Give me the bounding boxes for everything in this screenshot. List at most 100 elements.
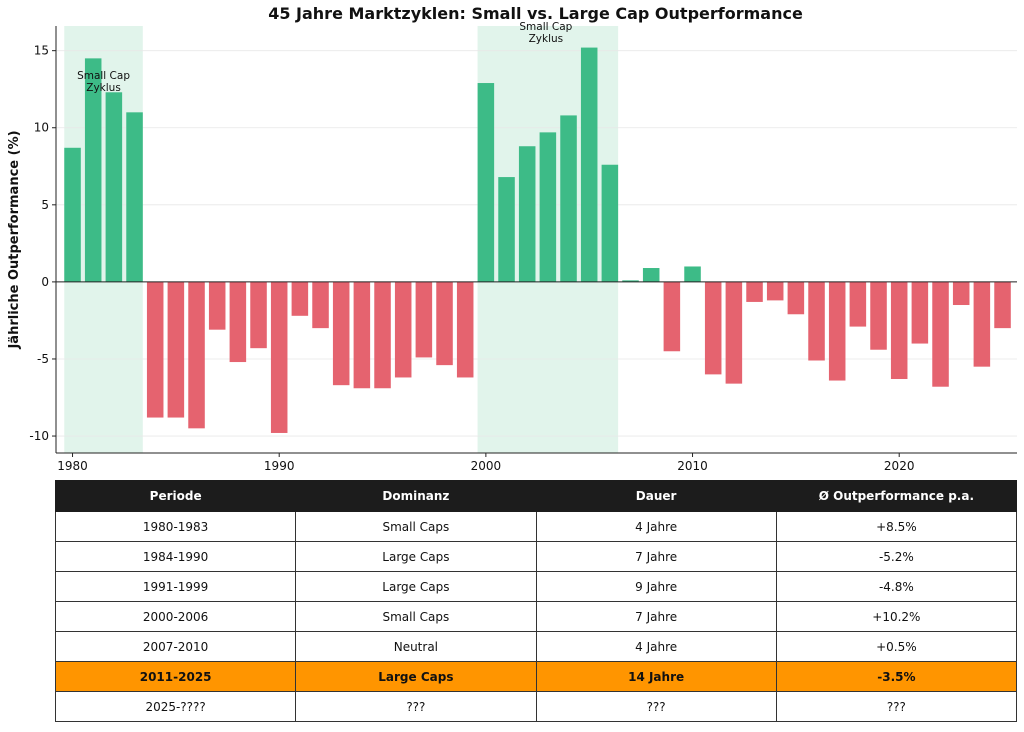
- cell-periode: 2000-2006: [54, 601, 297, 632]
- bar-chart: -10 -5 0 5 10 15 1980 1990 2000 2010 2020 Jährliche…: [7, 21, 1017, 473]
- header-dauer: Dauer: [535, 480, 777, 512]
- bar: [849, 281, 867, 327]
- bar: [374, 281, 391, 389]
- cell-dominanz: ???: [295, 691, 537, 722]
- cell-dominanz: Large Caps: [295, 541, 537, 572]
- cell-outperformance: -4.8%: [775, 571, 1018, 602]
- bar: [580, 47, 598, 282]
- bar: [890, 281, 908, 380]
- x-tick-label: 1980: [57, 459, 88, 473]
- bar: [663, 281, 681, 352]
- bar: [911, 281, 929, 344]
- y-tick-label: 10: [34, 121, 49, 135]
- bar: [642, 268, 660, 282]
- bar: [518, 146, 536, 282]
- bar: [746, 281, 763, 302]
- bar: [332, 281, 350, 386]
- bar: [250, 281, 267, 349]
- bar: [229, 281, 247, 363]
- cycle-label: Small Cap: [77, 70, 130, 82]
- cell-dauer: 7 Jahre: [535, 541, 777, 572]
- cell-periode: 2007-2010: [54, 631, 297, 662]
- table-row: 1980-1983 Small Caps 4 Jahre +8.5%: [54, 511, 1018, 542]
- x-tick-label: 2000: [471, 459, 502, 473]
- bar: [725, 281, 743, 384]
- x-tick-label: 2010: [677, 459, 708, 473]
- bar: [498, 177, 515, 282]
- bar: [291, 281, 309, 316]
- cycle-label: Zyklus: [529, 33, 564, 45]
- bar: [167, 281, 185, 418]
- cycle-table: Periode Dominanz Dauer Ø Outperformance …: [54, 480, 1018, 722]
- bar: [601, 164, 619, 282]
- bar: [436, 281, 453, 366]
- bar: [270, 281, 288, 433]
- bar: [312, 281, 329, 329]
- bar: [146, 281, 164, 418]
- header-periode: Periode: [54, 480, 297, 512]
- y-tick-label: -5: [37, 352, 49, 366]
- header-dominanz: Dominanz: [295, 480, 537, 512]
- bar: [560, 115, 577, 282]
- cell-outperformance: +8.5%: [775, 511, 1018, 542]
- cell-dauer: 4 Jahre: [535, 631, 777, 662]
- cell-dauer: ???: [535, 691, 777, 722]
- cell-outperformance: ???: [775, 691, 1018, 722]
- bar: [353, 281, 371, 389]
- bar: [394, 281, 412, 378]
- bar: [64, 147, 81, 282]
- bar: [456, 281, 474, 378]
- bar: [188, 281, 205, 429]
- y-axis-label: Jährliche Outperformance (%): [7, 130, 22, 349]
- table-row: 1984-1990 Large Caps 7 Jahre -5.2%: [54, 541, 1018, 572]
- cell-periode: 2025-????: [54, 691, 297, 722]
- table-row: 2007-2010 Neutral 4 Jahre +0.5%: [54, 631, 1018, 662]
- cell-dominanz: Large Caps: [295, 661, 537, 692]
- bar: [766, 281, 784, 301]
- cell-dominanz: Small Caps: [295, 511, 537, 542]
- cell-dauer: 4 Jahre: [535, 511, 777, 542]
- y-tick-label: 5: [41, 198, 49, 212]
- cell-periode: 2011-2025: [54, 661, 297, 692]
- table-row: 2011-2025 Large Caps 14 Jahre -3.5%: [54, 661, 1018, 692]
- bar: [994, 281, 1011, 329]
- cell-dominanz: Neutral: [295, 631, 537, 662]
- bar: [808, 281, 825, 361]
- bar: [415, 281, 433, 358]
- cell-dauer: 7 Jahre: [535, 601, 777, 632]
- cell-outperformance: +10.2%: [775, 601, 1018, 632]
- bar: [973, 281, 991, 367]
- cell-outperformance: -3.5%: [775, 661, 1018, 692]
- cell-dauer: 9 Jahre: [535, 571, 777, 602]
- bar: [84, 58, 102, 282]
- bar: [477, 83, 495, 282]
- bar: [828, 281, 846, 381]
- bar: [105, 92, 123, 282]
- bar: [787, 281, 805, 315]
- cell-periode: 1984-1990: [54, 541, 297, 572]
- table-header-row: Periode Dominanz Dauer Ø Outperformance …: [54, 480, 1018, 512]
- chart-title: 45 Jahre Marktzyklen: Small vs. Large Ca…: [268, 4, 803, 23]
- bar: [539, 132, 557, 282]
- bar: [870, 281, 887, 350]
- bar: [208, 281, 226, 330]
- table-row: 2000-2006 Small Caps 7 Jahre +10.2%: [54, 601, 1018, 632]
- bar: [684, 266, 701, 282]
- bar: [932, 281, 949, 387]
- cell-periode: 1980-1983: [54, 511, 297, 542]
- y-tick-label: -10: [29, 429, 49, 443]
- cycle-label: Small Cap: [519, 21, 572, 33]
- header-outperformance: Ø Outperformance p.a.: [775, 480, 1018, 512]
- bar: [952, 281, 970, 306]
- table-row: 1991-1999 Large Caps 9 Jahre -4.8%: [54, 571, 1018, 602]
- cell-outperformance: -5.2%: [775, 541, 1018, 572]
- y-tick-label: 15: [34, 44, 49, 58]
- cell-dauer: 14 Jahre: [535, 661, 777, 692]
- bar: [622, 280, 639, 282]
- cell-dominanz: Large Caps: [295, 571, 537, 602]
- cell-dominanz: Small Caps: [295, 601, 537, 632]
- bar: [704, 281, 722, 375]
- y-tick-label: 0: [41, 275, 49, 289]
- cell-periode: 1991-1999: [54, 571, 297, 602]
- table-body: 1980-1983 Small Caps 4 Jahre +8.5% 1984-1990…: [54, 511, 1018, 722]
